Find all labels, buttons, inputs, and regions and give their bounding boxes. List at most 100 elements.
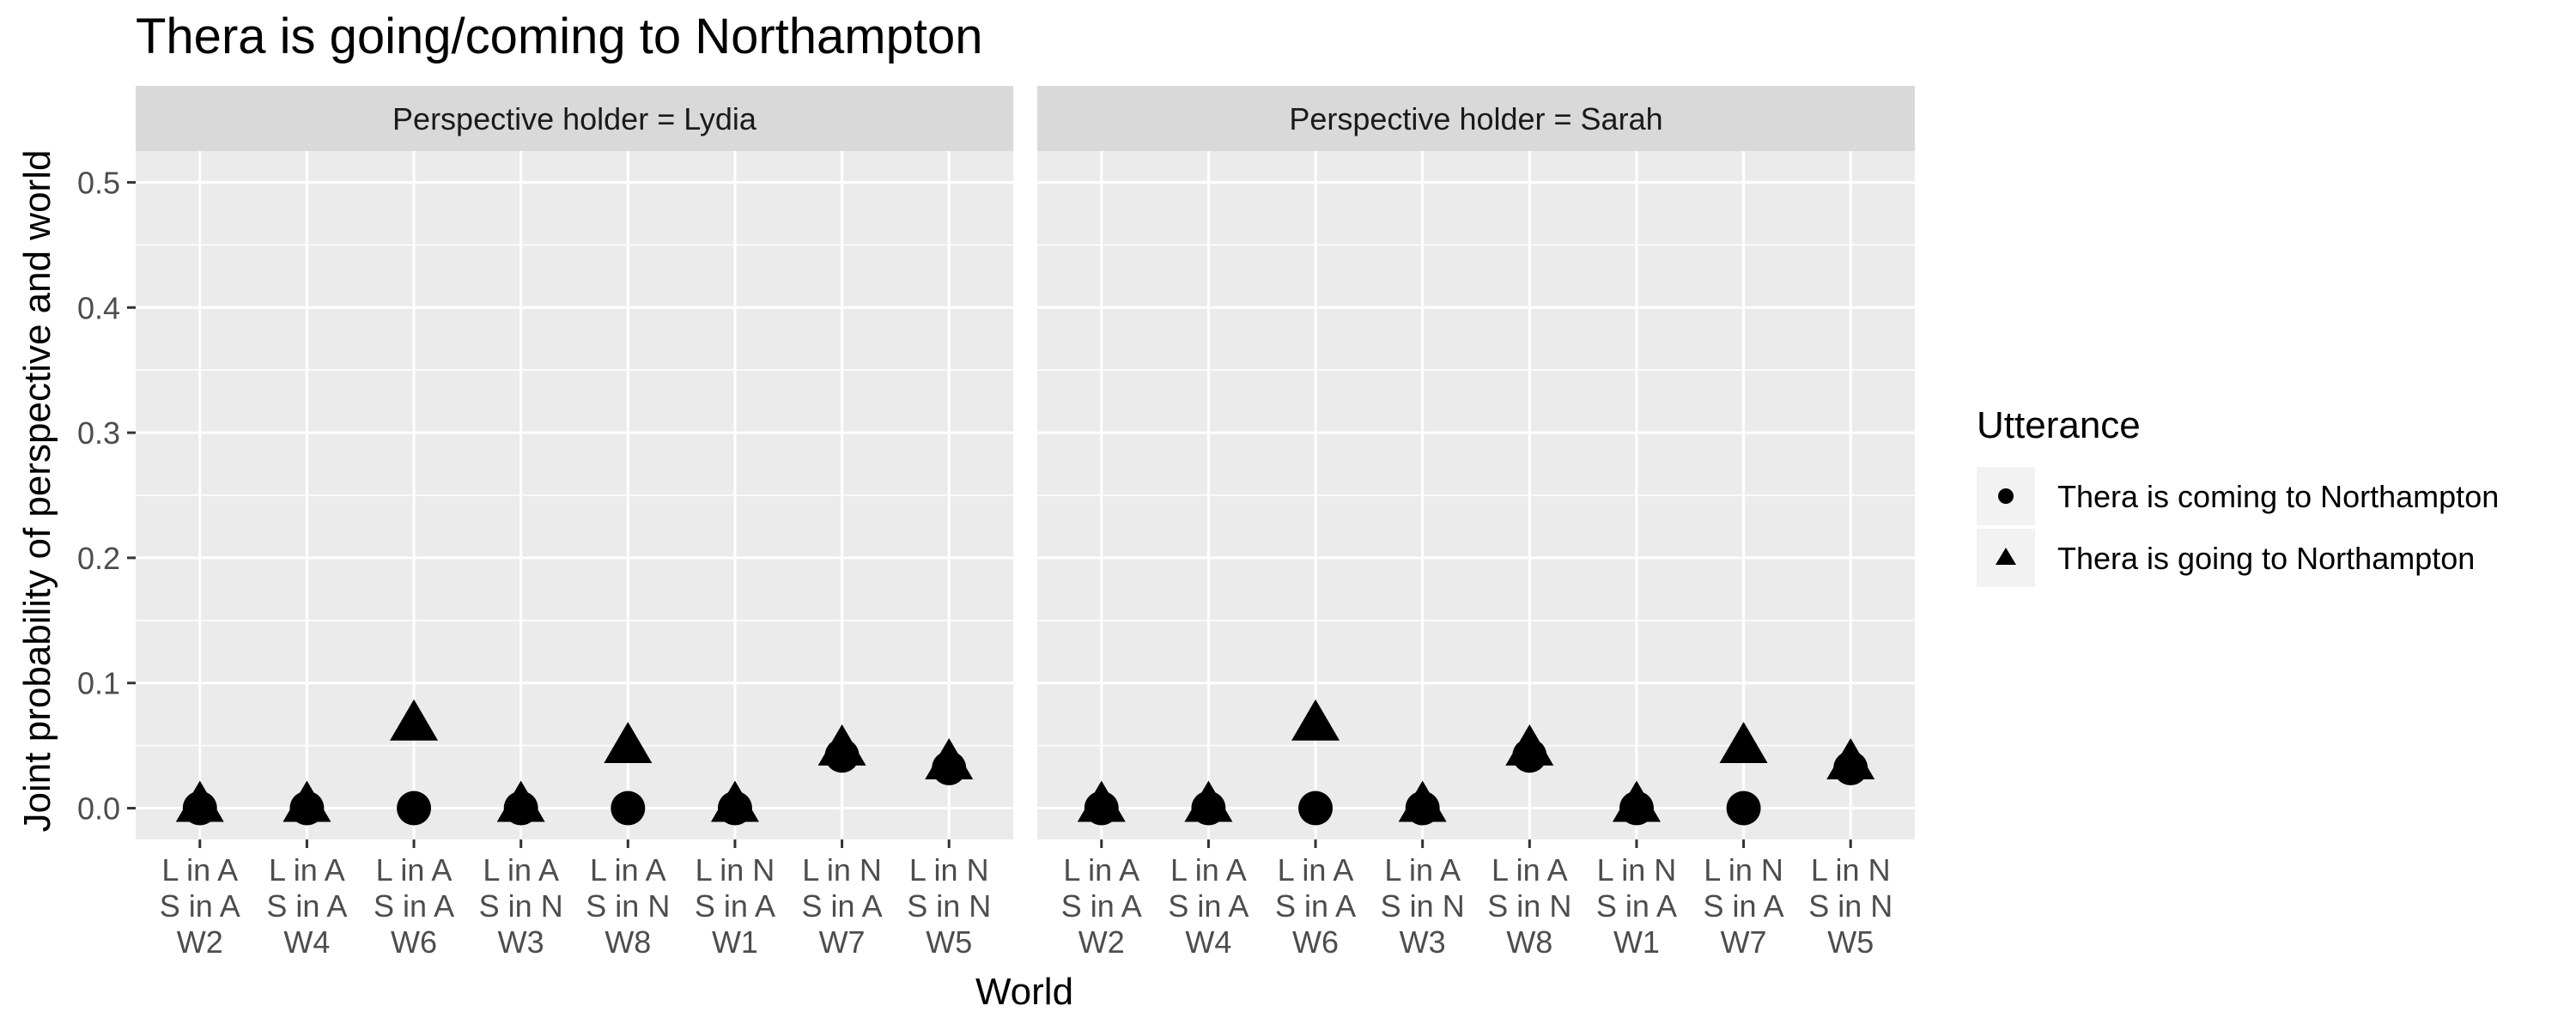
x-tick-label-line: W7 (819, 924, 866, 960)
panels: Perspective holder = Lydia 0.0 0.1 0.2 0.3 0.… (77, 86, 1915, 960)
x-tick-label-line: W5 (926, 924, 972, 960)
x-tick-label-line: S in A (695, 888, 775, 924)
x-tick-label-line: L in A (376, 852, 453, 888)
x-tick-label-line: W5 (1827, 924, 1874, 960)
point-circle (1298, 791, 1334, 826)
panel-strip-label: Perspective holder = Lydia (392, 101, 757, 136)
x-tick-label-line: L in A (269, 852, 345, 888)
x-tick-label-line: S in N (907, 888, 991, 924)
legend-title: Utterance (1977, 404, 2141, 446)
point-triangle (1291, 699, 1340, 741)
x-tick-label-line: W2 (1078, 924, 1125, 960)
point-circle (397, 791, 432, 826)
x-tick-label-line: S in A (1168, 888, 1249, 924)
x-tick-label-line: L in A (1384, 852, 1461, 888)
x-tick-label-line: L in N (1811, 852, 1891, 888)
x-tick-label-line: W4 (283, 924, 330, 960)
x-tick-label-line: S in N (1487, 888, 1571, 924)
panel-strip (136, 86, 1013, 151)
panel-strip-label: Perspective holder = Sarah (1289, 101, 1662, 136)
legend-entry-label: Thera is coming to Northampton (2057, 479, 2499, 514)
x-tick-label-line: L in N (1597, 852, 1677, 888)
x-tick-label-line: L in N (802, 852, 882, 888)
point-triangle (817, 724, 866, 766)
point-triangle (390, 699, 439, 741)
x-tick-label-line: L in A (1492, 852, 1568, 888)
x-tick-label-line: S in A (160, 888, 240, 924)
point-triangle (710, 780, 759, 822)
point-triangle (1719, 722, 1768, 764)
legend-triangle-symbol (1996, 548, 2016, 565)
y-tick-label: 0.5 (77, 165, 120, 200)
point-triangle (925, 737, 974, 779)
x-tick-label-line: L in N (909, 852, 989, 888)
x-tick-label-line: W3 (1400, 924, 1446, 960)
panel-strip (1037, 86, 1915, 151)
point-triangle (1398, 780, 1447, 822)
x-axis-title: World (975, 971, 1073, 1013)
y-tick-label: 0.1 (77, 666, 120, 701)
point-triangle (1612, 780, 1661, 822)
y-axis-title: Joint probability of perspective and wor… (16, 150, 58, 833)
point-triangle (1505, 724, 1554, 766)
x-tick-label-line: L in A (1063, 852, 1139, 888)
point-triangle (604, 722, 653, 764)
x-tick-label-line: L in A (1278, 852, 1354, 888)
x-tick-label-line: S in N (479, 888, 563, 924)
x-tick-label-line: W3 (498, 924, 544, 960)
x-tick-label-line: S in A (802, 888, 883, 924)
point-circle (1726, 791, 1761, 826)
x-tick-label-line: L in A (590, 852, 666, 888)
y-tick-label: 0.0 (77, 791, 120, 827)
x-tick-label-line: S in A (374, 888, 454, 924)
x-tick-label-line: W6 (1292, 924, 1339, 960)
legend-circle-symbol (1998, 488, 2014, 504)
x-tick-label-line: L in N (696, 852, 775, 888)
point-triangle (1184, 780, 1233, 822)
x-tick-label-line: W2 (177, 924, 223, 960)
x-tick-label-line: L in A (161, 852, 238, 888)
point-circle (611, 791, 646, 826)
legend-entry-label: Thera is going to Northampton (2057, 541, 2475, 576)
x-tick-label-line: S in A (1596, 888, 1677, 924)
legend: Utterance Thera is coming to Northampton T… (1977, 404, 2499, 587)
point-triangle (283, 780, 331, 822)
x-tick-label-line: S in A (1061, 888, 1142, 924)
x-tick-label-line: S in N (1808, 888, 1893, 924)
point-triangle (1826, 737, 1875, 779)
x-tick-label-line: S in N (586, 888, 670, 924)
point-triangle (496, 780, 545, 822)
panel-1: Perspective holder = Lydia 0.0 0.1 0.2 0.3 0.… (77, 86, 1013, 960)
x-tick-label-line: L in N (1704, 852, 1783, 888)
x-tick-label-line: S in A (1275, 888, 1356, 924)
point-triangle (175, 780, 224, 822)
x-tick-label-line: W8 (1506, 924, 1552, 960)
y-tick-label: 0.4 (77, 290, 120, 325)
x-tick-label-line: S in N (1381, 888, 1465, 924)
chart-title: Thera is going/coming to Northampton (136, 9, 983, 64)
y-tick-label: 0.3 (77, 415, 120, 451)
x-tick-label-line: W1 (712, 924, 758, 960)
x-tick-label-line: W8 (605, 924, 651, 960)
x-tick-label-line: S in A (1704, 888, 1784, 924)
x-tick-label-line: L in A (1170, 852, 1247, 888)
y-tick-label: 0.2 (77, 541, 120, 576)
x-tick-label-line: W7 (1721, 924, 1767, 960)
